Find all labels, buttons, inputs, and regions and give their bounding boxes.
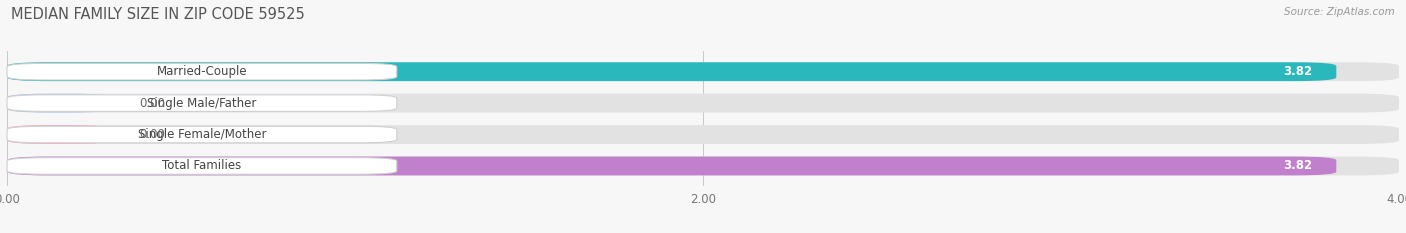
Text: Total Families: Total Families xyxy=(162,159,242,172)
FancyBboxPatch shape xyxy=(7,157,1399,175)
Text: Single Male/Father: Single Male/Father xyxy=(148,97,256,110)
FancyBboxPatch shape xyxy=(7,158,396,174)
Text: 0.00: 0.00 xyxy=(139,97,165,110)
FancyBboxPatch shape xyxy=(7,126,396,143)
FancyBboxPatch shape xyxy=(7,62,1399,81)
Text: Single Female/Mother: Single Female/Mother xyxy=(138,128,266,141)
FancyBboxPatch shape xyxy=(7,63,396,80)
FancyBboxPatch shape xyxy=(7,94,1399,113)
FancyBboxPatch shape xyxy=(7,62,1336,81)
FancyBboxPatch shape xyxy=(7,157,1336,175)
FancyBboxPatch shape xyxy=(7,125,1399,144)
Text: 3.82: 3.82 xyxy=(1282,159,1312,172)
FancyBboxPatch shape xyxy=(7,125,111,144)
FancyBboxPatch shape xyxy=(7,95,396,111)
FancyBboxPatch shape xyxy=(7,94,111,113)
Text: Source: ZipAtlas.com: Source: ZipAtlas.com xyxy=(1284,7,1395,17)
Text: 3.82: 3.82 xyxy=(1282,65,1312,78)
Text: Married-Couple: Married-Couple xyxy=(156,65,247,78)
Text: 0.00: 0.00 xyxy=(139,128,165,141)
Text: MEDIAN FAMILY SIZE IN ZIP CODE 59525: MEDIAN FAMILY SIZE IN ZIP CODE 59525 xyxy=(11,7,305,22)
